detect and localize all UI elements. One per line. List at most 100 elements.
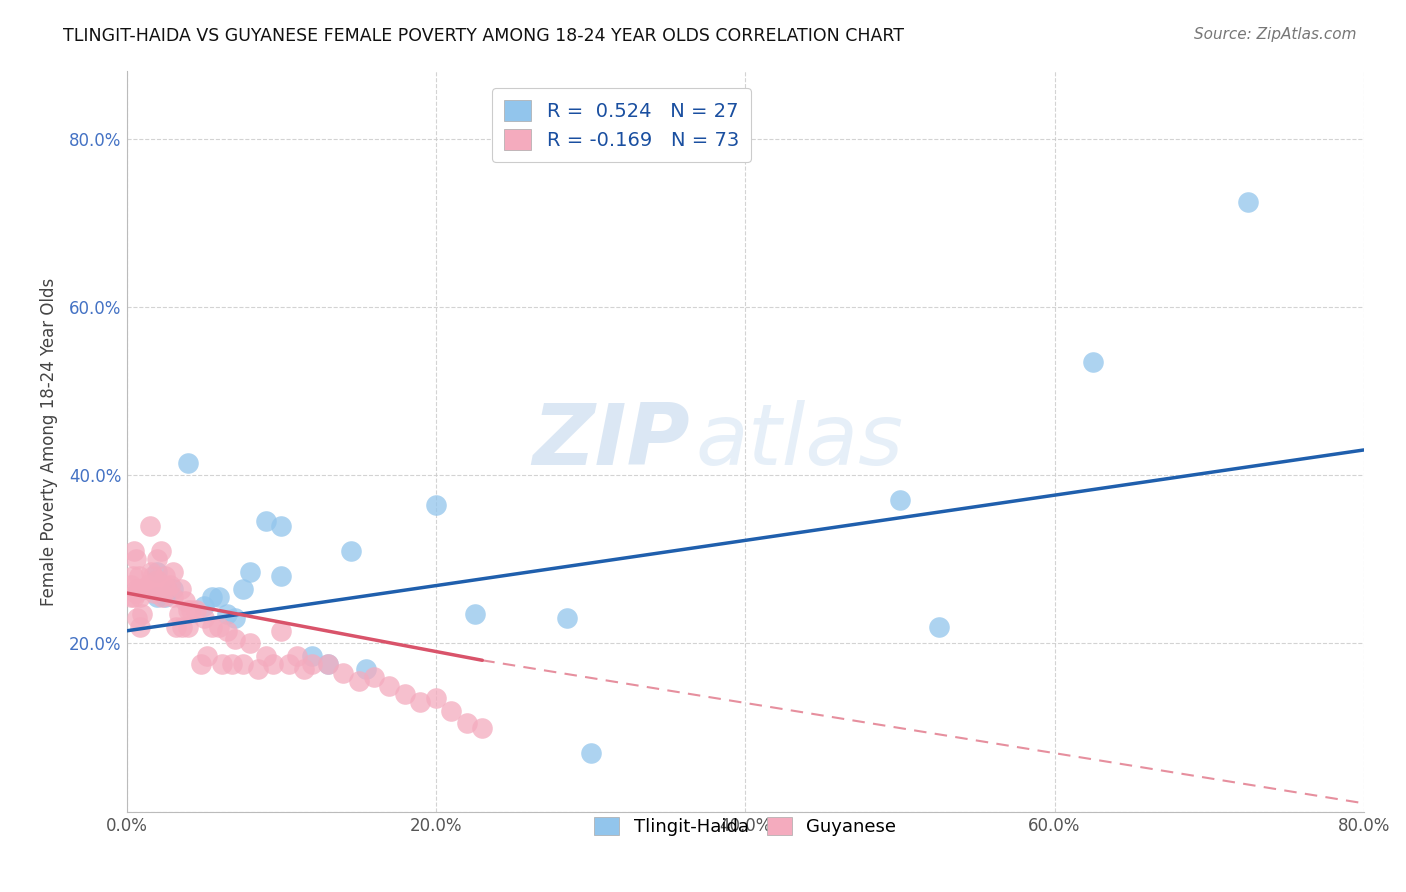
- Point: [177, 456, 200, 470]
- Point: [162, 590, 184, 604]
- Text: TLINGIT-HAIDA VS GUYANESE FEMALE POVERTY AMONG 18-24 YEAR OLDS CORRELATION CHART: TLINGIT-HAIDA VS GUYANESE FEMALE POVERTY…: [63, 27, 904, 45]
- Text: Source: ZipAtlas.com: Source: ZipAtlas.com: [1194, 27, 1357, 42]
- Point: [162, 565, 184, 579]
- Point: [141, 565, 163, 579]
- Point: [340, 544, 363, 558]
- Point: [425, 691, 447, 706]
- Point: [120, 590, 142, 604]
- Point: [146, 590, 169, 604]
- Point: [440, 704, 463, 718]
- Point: [134, 582, 156, 596]
- Point: [174, 594, 197, 608]
- Point: [149, 544, 172, 558]
- Text: ZIP: ZIP: [531, 400, 689, 483]
- Point: [579, 746, 602, 760]
- Point: [169, 582, 191, 596]
- Point: [127, 582, 149, 596]
- Point: [394, 687, 416, 701]
- Point: [129, 590, 152, 604]
- Y-axis label: Female Poverty Among 18-24 Year Olds: Female Poverty Among 18-24 Year Olds: [39, 277, 58, 606]
- Point: [132, 582, 155, 596]
- Point: [425, 498, 447, 512]
- Point: [354, 662, 377, 676]
- Point: [136, 577, 159, 591]
- Point: [162, 582, 184, 596]
- Point: [231, 657, 253, 672]
- Point: [125, 586, 148, 600]
- Point: [153, 590, 177, 604]
- Point: [889, 493, 911, 508]
- Point: [142, 569, 165, 583]
- Point: [555, 611, 579, 625]
- Point: [262, 657, 284, 672]
- Point: [231, 582, 253, 596]
- Point: [270, 518, 292, 533]
- Point: [224, 632, 246, 647]
- Point: [129, 619, 152, 633]
- Point: [165, 619, 187, 633]
- Point: [347, 674, 370, 689]
- Point: [247, 662, 270, 676]
- Point: [254, 515, 277, 529]
- Point: [224, 611, 246, 625]
- Point: [193, 599, 215, 613]
- Point: [221, 657, 243, 672]
- Point: [332, 665, 354, 680]
- Point: [120, 577, 142, 591]
- Point: [316, 657, 339, 672]
- Point: [464, 607, 486, 621]
- Point: [208, 590, 231, 604]
- Point: [125, 552, 148, 566]
- Point: [138, 518, 160, 533]
- Point: [146, 574, 169, 588]
- Point: [278, 657, 301, 672]
- Point: [292, 662, 315, 676]
- Point: [217, 624, 239, 638]
- Point: [270, 624, 292, 638]
- Point: [201, 619, 224, 633]
- Point: [127, 611, 149, 625]
- Point: [146, 565, 169, 579]
- Point: [1083, 354, 1105, 368]
- Point: [211, 657, 233, 672]
- Point: [143, 586, 166, 600]
- Point: [378, 679, 401, 693]
- Point: [316, 657, 339, 672]
- Point: [128, 569, 150, 583]
- Point: [124, 590, 146, 604]
- Point: [131, 582, 153, 596]
- Point: [177, 603, 200, 617]
- Point: [239, 636, 262, 650]
- Point: [409, 695, 432, 709]
- Point: [135, 582, 157, 596]
- Point: [1237, 194, 1260, 209]
- Point: [456, 716, 478, 731]
- Point: [180, 603, 202, 617]
- Legend: Tlingit-Haida, Guyanese: Tlingit-Haida, Guyanese: [586, 810, 904, 844]
- Point: [167, 607, 190, 621]
- Point: [201, 590, 224, 604]
- Point: [239, 565, 262, 579]
- Point: [121, 569, 143, 583]
- Point: [195, 649, 218, 664]
- Point: [156, 582, 179, 596]
- Point: [270, 569, 292, 583]
- Point: [254, 649, 277, 664]
- Point: [146, 552, 169, 566]
- Point: [172, 619, 194, 633]
- Point: [301, 649, 323, 664]
- Point: [208, 619, 231, 633]
- Point: [301, 657, 323, 672]
- Point: [159, 577, 181, 591]
- Point: [138, 582, 160, 596]
- Point: [285, 649, 308, 664]
- Point: [928, 619, 950, 633]
- Point: [217, 607, 239, 621]
- Point: [124, 544, 146, 558]
- Point: [363, 670, 385, 684]
- Point: [186, 603, 208, 617]
- Point: [131, 607, 153, 621]
- Point: [150, 590, 173, 604]
- Point: [177, 619, 200, 633]
- Point: [193, 611, 215, 625]
